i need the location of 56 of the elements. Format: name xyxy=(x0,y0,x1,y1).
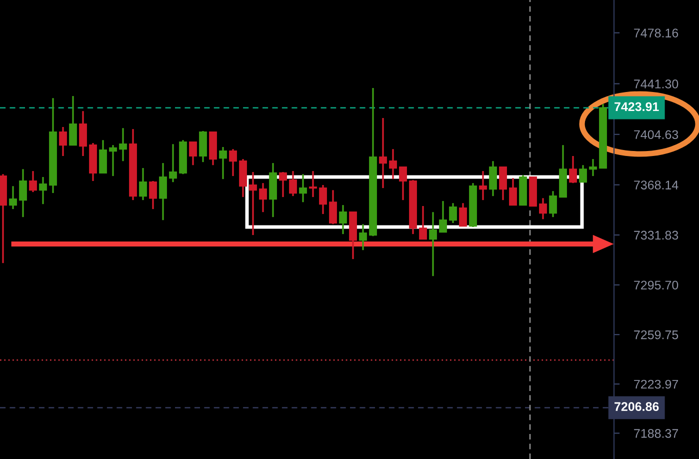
y-tick-label: 7368.14 xyxy=(634,180,678,190)
candlestick xyxy=(29,170,37,193)
candlestick xyxy=(169,143,177,183)
candlestick xyxy=(139,167,147,201)
ref-line-label: 7423.91 xyxy=(614,102,659,112)
candlestick xyxy=(39,176,47,205)
y-tick-label: 7295.70 xyxy=(634,280,678,290)
candlestick xyxy=(419,205,427,240)
candlestick xyxy=(509,177,517,206)
y-tick-label: 7223.97 xyxy=(634,380,678,389)
candlestick xyxy=(389,148,397,180)
candlestick xyxy=(249,171,257,236)
candlestick xyxy=(569,155,577,184)
candlestick xyxy=(69,95,77,146)
candlestick xyxy=(589,158,597,177)
candlestick xyxy=(449,202,457,224)
candlestick xyxy=(309,170,317,198)
candlestick xyxy=(339,204,347,235)
candlestick xyxy=(259,182,267,213)
candlestick xyxy=(79,110,87,157)
candlestick xyxy=(489,160,497,197)
candlestick xyxy=(359,223,367,251)
candlestick xyxy=(59,126,67,157)
candlestick xyxy=(219,146,227,180)
candlestick xyxy=(299,173,307,203)
candlestick xyxy=(99,139,107,174)
candlestick xyxy=(19,168,27,218)
candlestick xyxy=(429,211,437,277)
y-tick-label: 7478.16 xyxy=(634,28,678,38)
candlestick xyxy=(319,184,327,215)
candlestick xyxy=(159,162,167,221)
candlestick xyxy=(479,170,487,201)
candlestick xyxy=(399,166,407,201)
y-tick-label: 7259.75 xyxy=(634,330,678,340)
ref-line-label: 7206.86 xyxy=(614,402,659,412)
candlestick xyxy=(279,171,287,198)
candlestick xyxy=(149,180,157,210)
candlestick xyxy=(229,148,237,177)
candlestick xyxy=(289,170,297,197)
candlestick xyxy=(579,164,587,183)
candlestick xyxy=(9,185,17,210)
candlestick xyxy=(109,144,117,177)
candlestick xyxy=(189,141,197,166)
candlestick xyxy=(119,127,127,162)
y-tick-label: 7331.83 xyxy=(634,230,678,240)
candlestick xyxy=(379,117,387,189)
y-tick-label: 7404.63 xyxy=(634,130,678,140)
candlestick xyxy=(459,202,467,227)
y-tick-label: 7441.30 xyxy=(634,80,678,88)
candlestick xyxy=(439,200,447,233)
candlestick xyxy=(499,166,507,201)
y-tick-label: 7188.37 xyxy=(634,429,678,438)
candlestick xyxy=(539,197,547,220)
candlestick xyxy=(329,189,337,225)
candlestick xyxy=(199,130,207,163)
candlestick xyxy=(549,190,557,218)
